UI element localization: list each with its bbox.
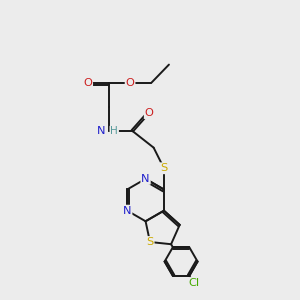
Text: N: N (141, 174, 150, 184)
Text: O: O (83, 78, 92, 88)
Text: H: H (110, 126, 118, 136)
Text: S: S (160, 163, 168, 173)
Text: N: N (97, 126, 105, 136)
Text: S: S (146, 237, 154, 247)
Text: Cl: Cl (188, 278, 199, 288)
Text: O: O (145, 108, 154, 118)
Text: O: O (126, 78, 134, 88)
Text: N: N (123, 206, 131, 216)
